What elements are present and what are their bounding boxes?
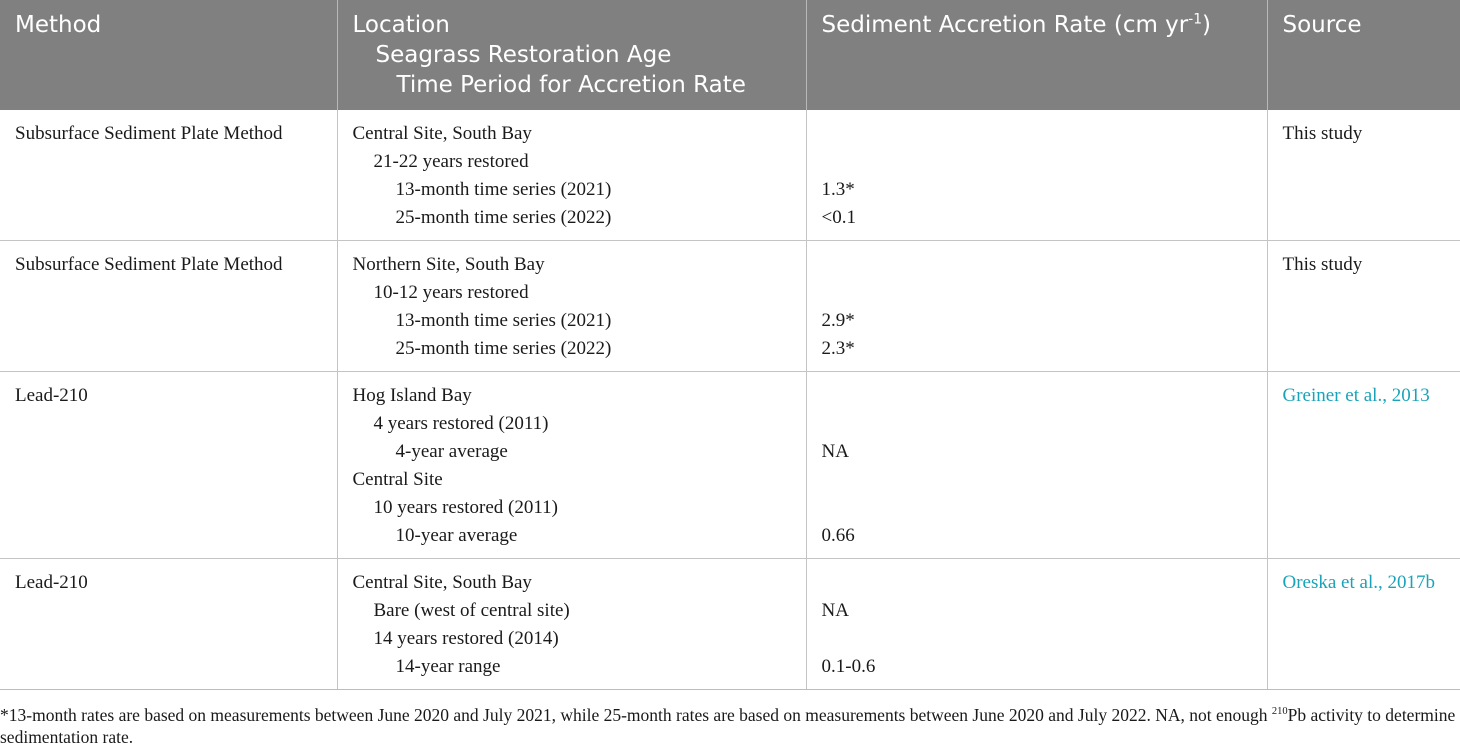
cell-location: Northern Site, South Bay 10-12 years rest…	[336, 240, 806, 372]
header-row: Method Location Seagrass Restoration Age…	[0, 0, 1460, 110]
source-text: This study	[1282, 123, 1363, 144]
rate-value	[822, 148, 1253, 176]
rate-value: 1.3*	[821, 179, 855, 200]
cell-location: Central Site, South Bay Bare (west of cen…	[336, 558, 806, 690]
location-line: 4 years restored (2011)	[373, 413, 549, 434]
rate-value: NA	[821, 600, 849, 621]
header-age-label: Seagrass Restoration Age	[375, 42, 672, 68]
rate-value	[822, 466, 1253, 494]
location-line: Northern Site, South Bay	[352, 254, 545, 275]
rate-value: 2.9*	[821, 310, 855, 331]
header-rate-sup: -1	[1188, 11, 1203, 28]
cell-source: This study	[1266, 110, 1460, 241]
rate-value	[822, 625, 1253, 653]
rate-value	[822, 410, 1253, 438]
header-rate-label: Sediment Accretion Rate (cm yr-1)	[822, 10, 1253, 40]
rate-value: <0.1	[821, 207, 856, 228]
header-rate-text: Sediment Accretion Rate (cm yr	[821, 12, 1189, 38]
rate-value: 0.66	[821, 525, 855, 546]
rate-value: 0.1-0.6	[821, 656, 876, 677]
header-rate: Sediment Accretion Rate (cm yr-1)	[805, 0, 1267, 110]
cell-rate: 1.3* <0.1	[805, 110, 1267, 241]
location-line: 10-year average	[395, 525, 518, 546]
accretion-table-wrapper: Method Location Seagrass Restoration Age…	[0, 0, 1460, 690]
footnote-sup: 210	[1271, 706, 1288, 718]
rate-value	[822, 494, 1253, 522]
cell-location: Central Site, South Bay 21-22 years resto…	[336, 110, 806, 241]
footnote-text: *13-month rates are based on measurement…	[0, 705, 1272, 725]
header-source: Source	[1266, 0, 1460, 110]
table-footnote: *13-month rates are based on measurement…	[0, 704, 1460, 748]
location-line: 14 years restored (2014)	[373, 628, 559, 649]
header-period-label: Time Period for Accretion Rate	[396, 72, 746, 98]
method-text: Lead-210	[15, 572, 88, 593]
cell-method: Lead-210	[0, 558, 337, 690]
table-row: Subsurface Sediment Plate Method Central …	[0, 110, 1460, 241]
rate-value	[822, 251, 1253, 279]
location-line: 13-month time series (2021)	[395, 179, 612, 200]
header-location: Location Seagrass Restoration Age Time P…	[336, 0, 806, 110]
table-row: Lead-210 Hog Island Bay 4 years restored (…	[0, 371, 1460, 559]
method-text: Lead-210	[15, 385, 88, 406]
rate-value	[822, 382, 1253, 410]
location-line: 4-year average	[395, 441, 508, 462]
cell-location: Hog Island Bay 4 years restored (2011) 4-y…	[336, 371, 806, 559]
accretion-table: Method Location Seagrass Restoration Age…	[0, 0, 1460, 690]
location-line: Bare (west of central site)	[373, 600, 570, 621]
table-body: Subsurface Sediment Plate Method Central …	[0, 110, 1460, 690]
rate-value	[822, 569, 1253, 597]
cell-rate: NA 0.1-0.6	[805, 558, 1267, 690]
header-method-label: Method	[15, 12, 102, 38]
cell-method: Subsurface Sediment Plate Method	[0, 240, 337, 372]
cell-source: This study	[1266, 240, 1460, 372]
cell-rate: NA 0.66	[805, 371, 1267, 559]
cell-method: Lead-210	[0, 371, 337, 559]
source-citation-link[interactable]: Oreska et al., 2017b	[1282, 572, 1435, 593]
rate-value	[822, 279, 1253, 307]
header-location-label: Location	[352, 12, 450, 38]
cell-source: Oreska et al., 2017b	[1266, 558, 1460, 690]
rate-value: NA	[821, 441, 849, 462]
table-header: Method Location Seagrass Restoration Age…	[0, 0, 1460, 110]
header-rate-close: )	[1202, 12, 1211, 38]
location-line: Hog Island Bay	[352, 385, 472, 406]
rate-value	[822, 120, 1253, 148]
location-line: 21-22 years restored	[373, 151, 529, 172]
method-text: Subsurface Sediment Plate Method	[15, 123, 283, 144]
table-row: Subsurface Sediment Plate Method Northern…	[0, 240, 1460, 372]
location-line: 25-month time series (2022)	[395, 207, 612, 228]
source-citation-link[interactable]: Greiner et al., 2013	[1282, 385, 1430, 406]
source-text: This study	[1282, 254, 1363, 275]
header-method: Method	[0, 0, 337, 110]
footnote-text-end: Pb activity to determine sedimentation r…	[0, 705, 1456, 747]
location-line: 13-month time series (2021)	[395, 310, 612, 331]
rate-value: 2.3*	[821, 338, 855, 359]
location-line: 14-year range	[395, 656, 501, 677]
location-line: 10-12 years restored	[373, 282, 529, 303]
location-line: Central Site	[352, 469, 443, 490]
method-text: Subsurface Sediment Plate Method	[15, 254, 283, 275]
location-line: Central Site, South Bay	[352, 572, 532, 593]
cell-source: Greiner et al., 2013	[1266, 371, 1460, 559]
cell-method: Subsurface Sediment Plate Method	[0, 110, 337, 241]
header-source-label: Source	[1282, 12, 1362, 38]
location-line: 10 years restored (2011)	[373, 497, 558, 518]
location-line: 25-month time series (2022)	[395, 338, 612, 359]
table-row: Lead-210 Central Site, South Bay Bare (wes…	[0, 558, 1460, 690]
location-line: Central Site, South Bay	[352, 123, 532, 144]
cell-rate: 2.9* 2.3*	[805, 240, 1267, 372]
